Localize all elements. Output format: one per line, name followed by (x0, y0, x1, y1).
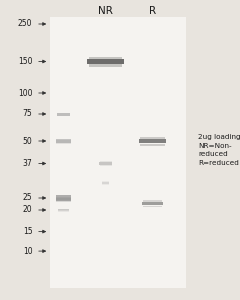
Bar (56, 198, 72, 202)
Bar (56, 195, 72, 201)
Bar (56, 196, 72, 200)
Bar (56, 139, 71, 143)
Text: 250: 250 (18, 20, 32, 28)
Bar (102, 182, 109, 184)
Bar (100, 161, 112, 162)
Text: 100: 100 (18, 88, 32, 98)
Bar (100, 165, 112, 166)
Text: 150: 150 (18, 57, 32, 66)
Bar (139, 139, 166, 143)
Bar (58, 211, 69, 212)
Bar (57, 113, 70, 115)
Bar (102, 184, 109, 185)
Text: 50: 50 (23, 136, 32, 146)
Text: 20: 20 (23, 206, 32, 214)
Text: 10: 10 (23, 247, 32, 256)
Text: NR: NR (98, 6, 113, 16)
Bar (56, 142, 71, 144)
Text: 15: 15 (23, 227, 32, 236)
Bar (57, 115, 70, 116)
Text: 25: 25 (23, 194, 32, 202)
Bar (140, 137, 165, 139)
Bar (102, 181, 109, 182)
Text: R: R (149, 6, 156, 16)
Bar (57, 112, 70, 116)
Bar (89, 57, 122, 59)
Bar (140, 143, 165, 146)
Bar (142, 202, 163, 205)
Bar (89, 64, 122, 67)
Bar (87, 59, 124, 64)
Bar (143, 206, 162, 207)
Text: 75: 75 (23, 110, 32, 118)
Bar (50, 16, 186, 288)
Text: 37: 37 (23, 159, 32, 168)
Bar (56, 140, 71, 142)
Bar (58, 209, 69, 211)
Bar (99, 162, 112, 165)
Bar (143, 200, 162, 202)
Text: 2ug loading
NR=Non-
reduced
R=reduced: 2ug loading NR=Non- reduced R=reduced (198, 134, 240, 166)
Bar (58, 209, 69, 211)
